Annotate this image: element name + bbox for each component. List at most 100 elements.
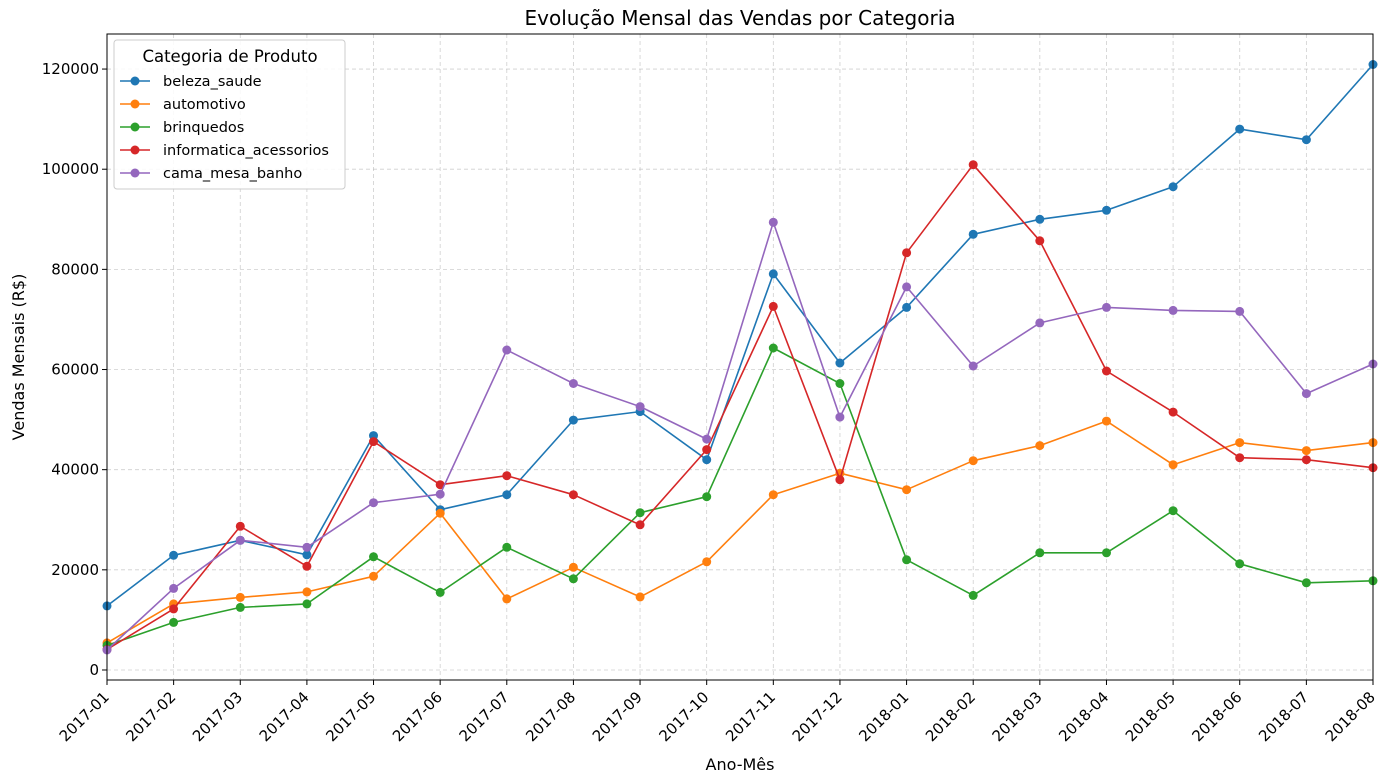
data-point-brinquedos (835, 379, 845, 388)
y-tick-label: 20000 (51, 561, 99, 579)
data-point-informatica-acessorios (968, 160, 978, 170)
data-point-informatica-acessorios (635, 520, 645, 530)
y-tick-label: 80000 (51, 260, 99, 278)
series-line-informatica-acessorios (106, 163, 1374, 651)
data-point-brinquedos (302, 599, 312, 609)
data-point-brinquedos (568, 574, 578, 584)
data-point-brinquedos (968, 590, 978, 600)
series-line-beleza-saude (106, 63, 1374, 607)
x-tick-label: 2018-05 (1122, 688, 1179, 745)
data-point-informatica-acessorios (835, 475, 845, 485)
x-tick-label: 2017-08 (522, 688, 579, 745)
data-point-informatica-acessorios (369, 437, 378, 447)
x-tick-label: 2017-04 (256, 688, 313, 745)
data-point-brinquedos (1102, 548, 1111, 558)
legend-label: beleza_saude (163, 74, 262, 90)
data-point-informatica-acessorios (235, 521, 245, 531)
data-point-automotivo (635, 592, 645, 602)
legend-item-informatica-acessorios: informatica_acessorios (120, 143, 329, 159)
data-point-cama-mesa-banho (1235, 306, 1245, 316)
data-point-brinquedos (702, 492, 712, 502)
data-point-brinquedos (635, 508, 645, 518)
data-point-beleza-saude (902, 302, 912, 312)
data-point-automotivo (968, 456, 978, 466)
data-point-beleza-saude (1102, 205, 1111, 215)
x-tick-label: 2017-11 (722, 688, 779, 745)
data-point-automotivo (502, 594, 512, 604)
data-point-informatica-acessorios (1035, 236, 1045, 246)
data-point-informatica-acessorios (1168, 407, 1178, 417)
x-tick-label: 2018-02 (922, 688, 979, 745)
chart-title: Evolução Mensal das Vendas por Categoria (524, 6, 955, 30)
data-point-automotivo (1035, 441, 1045, 451)
data-point-automotivo (1102, 416, 1111, 426)
series-line-cama-mesa-banho (106, 221, 1374, 651)
x-tick-label: 2017-02 (122, 688, 179, 745)
x-tick-label: 2017-01 (56, 688, 113, 745)
x-tick-label: 2018-03 (989, 688, 1046, 745)
y-tick-label: 0 (89, 661, 99, 679)
data-point-beleza-saude (169, 550, 179, 560)
x-axis-ticks: 2017-01 2017-02 2017-03 2017-04 2017-05 2017-… (56, 680, 1379, 745)
data-point-cama-mesa-banho (169, 583, 179, 593)
data-point-beleza-saude (768, 269, 778, 279)
data-point-automotivo (702, 557, 712, 567)
series-brinquedos (102, 343, 1378, 650)
data-point-brinquedos (169, 617, 179, 627)
data-point-automotivo (1168, 460, 1178, 470)
data-point-automotivo (235, 592, 245, 602)
x-tick-label: 2017-09 (589, 688, 646, 745)
data-point-beleza-saude (302, 550, 312, 560)
data-point-cama-mesa-banho (1168, 305, 1178, 315)
y-axis-ticks: 0 20000 40000 60000 80000 100000 120000 (42, 60, 107, 679)
series-lines (102, 60, 1378, 655)
x-tick-label: 2017-03 (189, 688, 246, 745)
data-point-cama-mesa-banho (635, 402, 645, 412)
data-point-cama-mesa-banho (302, 542, 312, 552)
data-point-informatica-acessorios (1102, 366, 1111, 376)
data-point-brinquedos (369, 552, 378, 562)
legend-item-brinquedos: brinquedos (120, 120, 244, 136)
legend-box (113, 39, 346, 190)
x-tick-label: 2018-01 (855, 688, 912, 745)
data-point-beleza-saude (568, 415, 578, 425)
data-point-cama-mesa-banho (369, 498, 378, 508)
x-tick-label: 2018-06 (1189, 688, 1246, 745)
data-point-cama-mesa-banho (235, 535, 245, 545)
y-tick-label: 40000 (51, 461, 99, 479)
y-tick-label: 100000 (42, 160, 99, 178)
data-point-brinquedos (1168, 506, 1178, 516)
data-point-cama-mesa-banho (1035, 318, 1045, 328)
data-point-automotivo (568, 562, 578, 572)
x-tick-label: 2017-06 (389, 688, 446, 745)
legend-label: automotivo (163, 97, 246, 113)
series-line-brinquedos (106, 347, 1374, 647)
data-point-informatica-acessorios (169, 604, 179, 614)
legend-item-cama-mesa-banho: cama_mesa_banho (120, 166, 302, 182)
series-cama-mesa-banho (102, 217, 1378, 655)
series-informatica-acessorios (102, 160, 1378, 654)
data-point-automotivo (1235, 438, 1245, 448)
data-point-informatica-acessorios (702, 445, 712, 455)
x-tick-label: 2017-05 (322, 688, 379, 745)
x-tick-label: 2017-12 (789, 688, 846, 745)
data-point-brinquedos (502, 542, 512, 552)
data-point-informatica-acessorios (902, 248, 912, 258)
data-point-automotivo (1301, 446, 1311, 456)
legend-marker (130, 145, 140, 155)
data-point-cama-mesa-banho (568, 379, 578, 388)
data-point-automotivo (302, 587, 312, 597)
legend-item-beleza-saude: beleza_saude (120, 74, 262, 90)
x-tick-label: 2018-08 (1322, 688, 1379, 745)
legend-title: Categoria de Produto (142, 47, 317, 66)
data-point-beleza-saude (702, 455, 712, 465)
x-axis-label: Ano-Mês (706, 755, 775, 774)
plot-frame (106, 33, 1374, 681)
data-point-informatica-acessorios (568, 490, 578, 500)
data-point-informatica-acessorios (502, 471, 512, 481)
legend-marker (130, 99, 140, 109)
data-point-cama-mesa-banho (702, 434, 712, 444)
data-point-beleza-saude (1235, 124, 1245, 134)
legend: Categoria de Produto beleza_saudeautomot… (113, 39, 346, 190)
